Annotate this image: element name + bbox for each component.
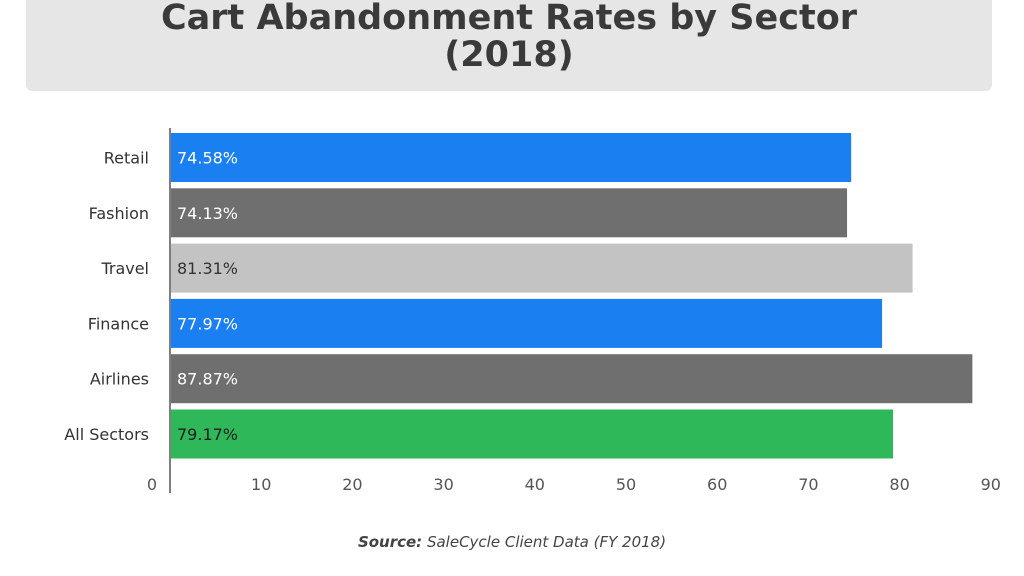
bar-all-sectors <box>171 409 894 459</box>
bar-travel <box>171 243 913 293</box>
x-tick-label: 60 <box>707 475 727 494</box>
source-label: Source: <box>357 533 423 551</box>
x-tick-label: 50 <box>616 475 636 494</box>
data-label: 74.58% <box>177 149 238 168</box>
data-label: 81.31% <box>177 259 238 278</box>
chart-title-line-1: Cart Abandonment Rates by Sector <box>160 0 858 38</box>
data-label: 79.17% <box>177 425 238 444</box>
data-label: 74.13% <box>177 204 238 223</box>
chart-title-line-2: (2018) <box>444 35 574 75</box>
x-tick-label: 10 <box>251 475 271 494</box>
source-note: Source: SaleCycle Client Data (FY 2018) <box>0 533 1024 551</box>
category-label: Finance <box>88 314 149 333</box>
category-label: Fashion <box>89 204 149 223</box>
x-tick-label: 40 <box>525 475 545 494</box>
chart-title: Cart Abandonment Rates by Sector (2018) <box>26 0 992 74</box>
category-label: Airlines <box>90 370 149 389</box>
x-tick-label: 80 <box>889 475 909 494</box>
x-tick-label: 90 <box>981 475 1001 494</box>
bar-fashion <box>171 188 848 238</box>
title-banner: Cart Abandonment Rates by Sector (2018) <box>26 0 992 91</box>
x-tick-label: 30 <box>433 475 453 494</box>
category-label: Travel <box>100 259 149 278</box>
x-tick-label: 20 <box>342 475 362 494</box>
x-tick-label: 70 <box>798 475 818 494</box>
source-text: SaleCycle Client Data (FY 2018) <box>426 533 667 551</box>
bar-finance <box>171 298 883 348</box>
data-label: 87.87% <box>177 370 238 389</box>
category-label: All Sectors <box>64 425 149 444</box>
data-label: 77.97% <box>177 314 238 333</box>
category-label: Retail <box>104 149 149 168</box>
x-tick-label: 0 <box>147 475 157 494</box>
bar-airlines <box>171 354 973 404</box>
bar-retail <box>171 133 852 182</box>
